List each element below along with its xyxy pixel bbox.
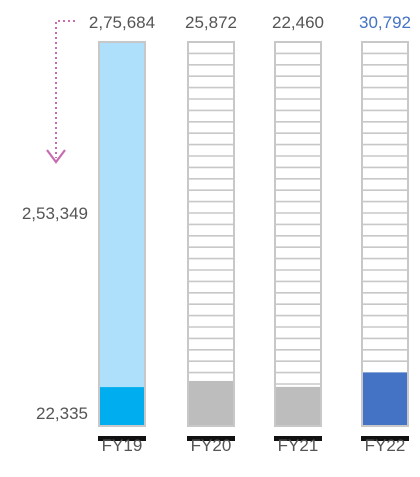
- total-label-fy22: 30,792: [359, 13, 411, 32]
- labels-group: 2,75,684 25,872 22,460 30,792 2,53,349 2…: [22, 13, 411, 455]
- remainder-label: 2,53,349: [22, 204, 88, 223]
- baseline-marker-fy20: [187, 436, 235, 441]
- baseline-marker-fy22: [361, 436, 409, 441]
- category-label-fy22: FY22: [365, 436, 406, 455]
- total-label-fy19: 2,75,684: [89, 13, 155, 32]
- bar-base-fy19: [100, 387, 144, 425]
- total-label-fy20: 25,872: [185, 13, 237, 32]
- total-label-fy21: 22,460: [272, 13, 324, 32]
- bar-total-fy19: [98, 41, 146, 427]
- bar-base-fy21: [276, 386, 320, 425]
- dotted-arrow-annotation: [46, 20, 75, 164]
- category-label-fy21: FY21: [278, 436, 319, 455]
- bars-group: [98, 41, 409, 441]
- category-label-fy19: FY19: [102, 436, 143, 455]
- bar-base-fy22: [363, 372, 407, 425]
- bar-base-fy20: [189, 380, 233, 425]
- baseline-marker-fy21: [274, 436, 322, 441]
- arrow-head: [46, 149, 66, 164]
- arrow-dotted-line: [55, 20, 75, 158]
- baseline-marker-fy19: [98, 436, 146, 441]
- category-label-fy20: FY20: [191, 436, 232, 455]
- base-label: 22,335: [36, 404, 88, 423]
